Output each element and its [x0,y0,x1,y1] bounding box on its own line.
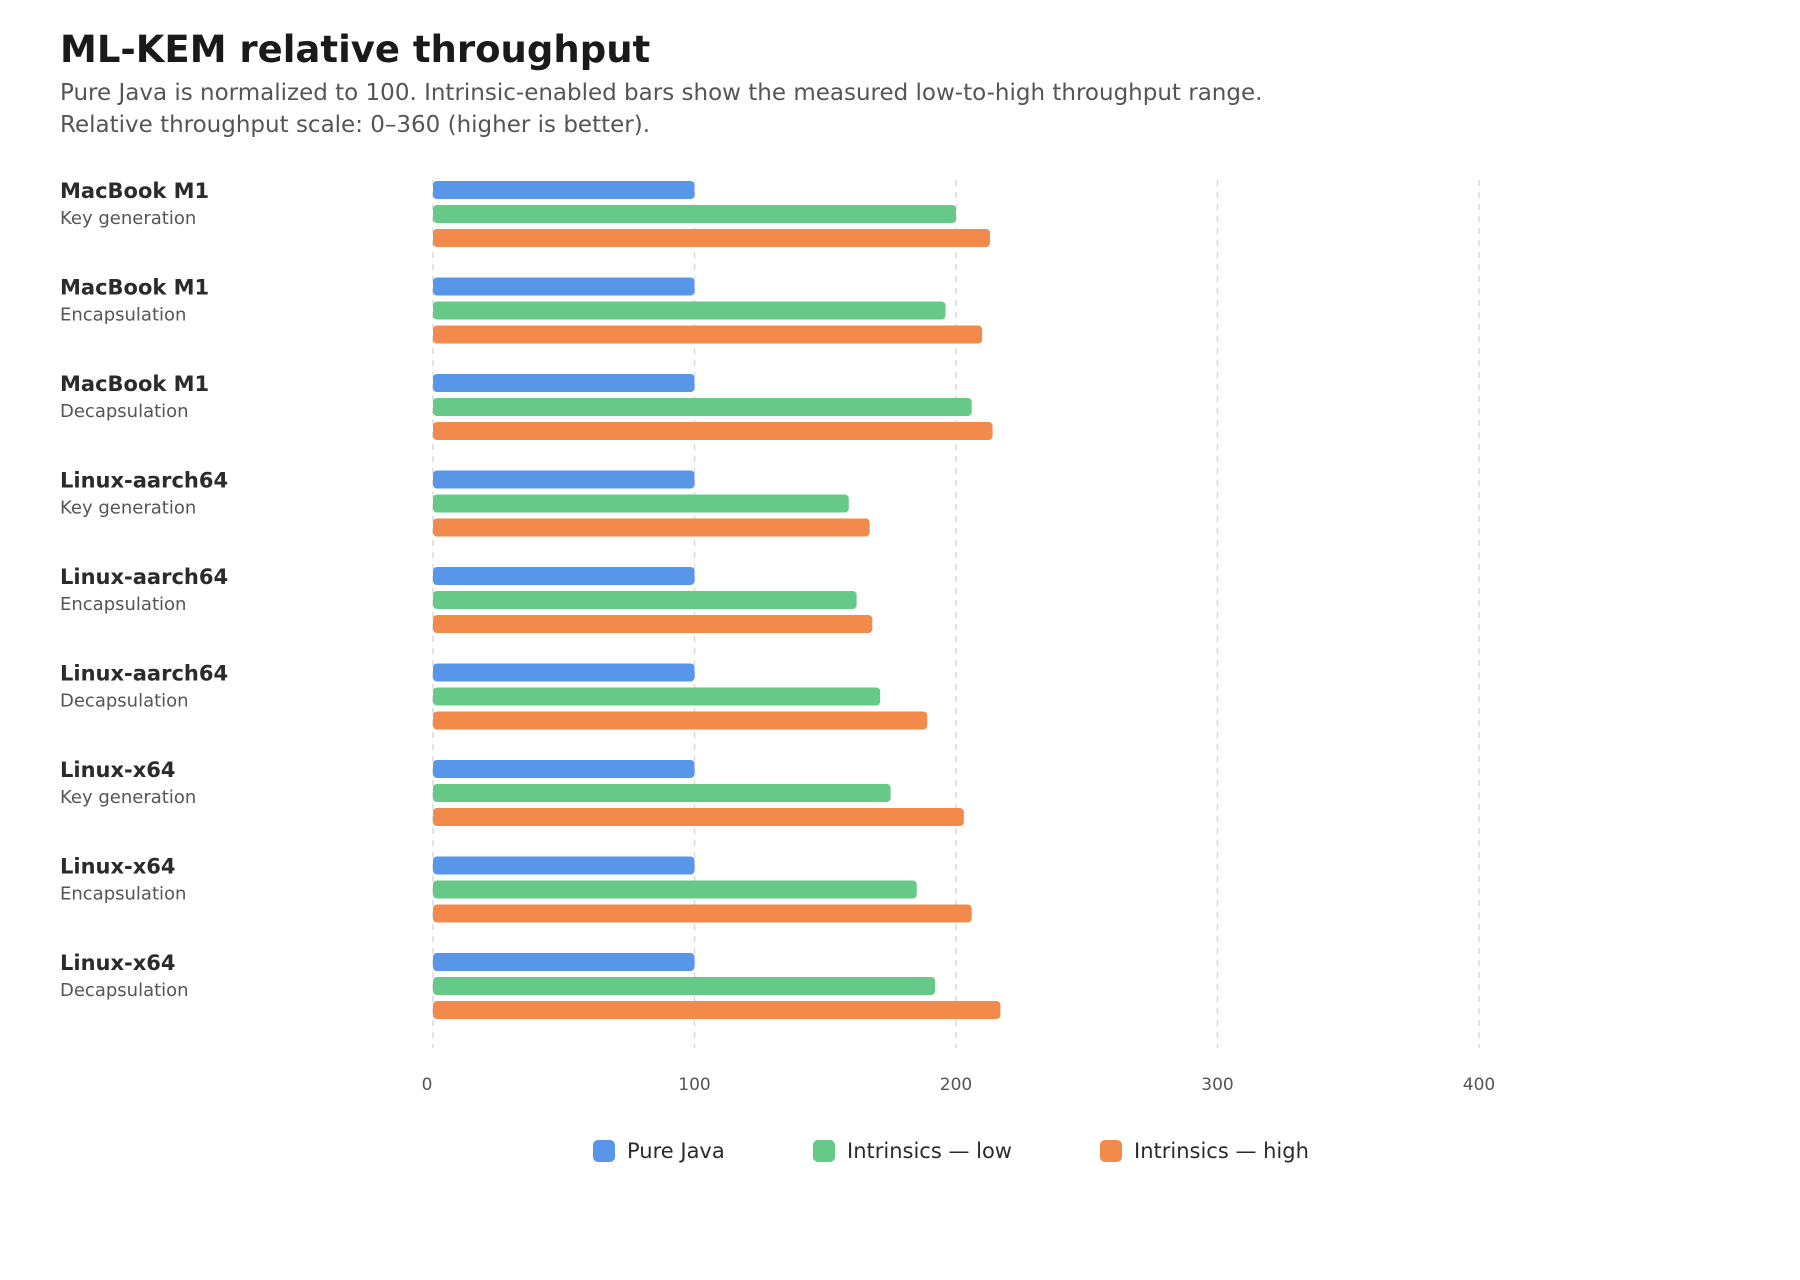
legend-item: Pure Java [593,1134,725,1168]
row-label-platform: MacBook M1 [60,276,209,300]
row-label-operation: Decapsulation [60,980,189,1001]
bar-intrinsics-low-5 [433,591,857,609]
row-label-operation: Decapsulation [60,401,189,422]
bar-pure-java-9 [433,953,695,971]
legend-label: Intrinsics — low [847,1139,1012,1163]
row-label-operation: Encapsulation [60,305,186,326]
bar-intrinsics-high-4 [433,518,870,537]
bar-intrinsics-low-1 [433,205,956,223]
bar-intrinsics-low-7 [433,784,891,802]
row-label-platform: Linux-x64 [60,951,176,975]
bar-pure-java-1 [433,181,695,199]
row-label-platform: Linux-x64 [60,855,176,879]
row-label-operation: Key generation [60,787,196,808]
legend-item: Intrinsics — low [813,1134,1012,1168]
chart-subtitle-line-2: Relative throughput scale: 0–360 (higher… [60,112,651,138]
row-label-operation: Encapsulation [60,594,186,615]
bar-intrinsics-high-3 [433,422,993,440]
legend-item: Intrinsics — high [1100,1134,1309,1168]
bar-intrinsics-low-4 [433,494,849,513]
bar-intrinsics-high-7 [433,808,964,826]
bar-intrinsics-low-6 [433,687,881,706]
bar-pure-java-3 [433,374,695,392]
bar-intrinsics-high-2 [433,325,983,344]
legend-label: Pure Java [627,1139,725,1163]
bar-pure-java-2 [433,277,695,296]
bar-pure-java-7 [433,760,695,778]
bar-intrinsics-high-9 [433,1001,1001,1019]
legend-swatch [593,1140,615,1162]
x-tick-label-300: 300 [1201,1075,1233,1095]
legend-label: Intrinsics — high [1134,1139,1309,1163]
bar-intrinsics-low-9 [433,977,936,995]
bar-intrinsics-high-6 [433,711,928,730]
chart-legend: Pure Java Intrinsics — low Intrinsics — hi… [0,1134,1800,1168]
bar-pure-java-6 [433,663,695,682]
bar-pure-java-8 [433,856,695,875]
chart-title: ML-KEM relative throughput [60,28,651,71]
bar-intrinsics-low-3 [433,398,972,416]
row-label-platform: Linux-aarch64 [60,662,228,686]
bar-intrinsics-high-5 [433,615,873,633]
legend-swatch [1100,1140,1122,1162]
row-label-platform: MacBook M1 [60,179,209,203]
bar-chart: 0 100 200 300 400 MacBook M1 Key generation Mac… [60,179,1495,1095]
row-label-operation: Key generation [60,498,196,519]
bar-intrinsics-low-8 [433,880,917,899]
legend-swatch [813,1140,835,1162]
bar-pure-java-4 [433,470,695,489]
row-label-platform: MacBook M1 [60,372,209,396]
bar-intrinsics-low-2 [433,301,946,320]
row-label-platform: Linux-aarch64 [60,565,228,589]
row-label-operation: Encapsulation [60,884,186,905]
chart-subtitle-line-1: Pure Java is normalized to 100. Intrinsi… [60,80,1263,106]
x-tick-label-200: 200 [940,1075,972,1095]
x-tick-label-100: 100 [678,1075,710,1095]
bar-intrinsics-high-8 [433,904,972,923]
row-label-platform: Linux-aarch64 [60,469,228,493]
x-tick-label-0: 0 [422,1075,433,1095]
bar-intrinsics-high-1 [433,229,990,247]
row-label-platform: Linux-x64 [60,758,176,782]
row-label-operation: Decapsulation [60,691,189,712]
row-label-operation: Key generation [60,208,196,229]
x-tick-label-400: 400 [1463,1075,1495,1095]
bar-pure-java-5 [433,567,695,585]
